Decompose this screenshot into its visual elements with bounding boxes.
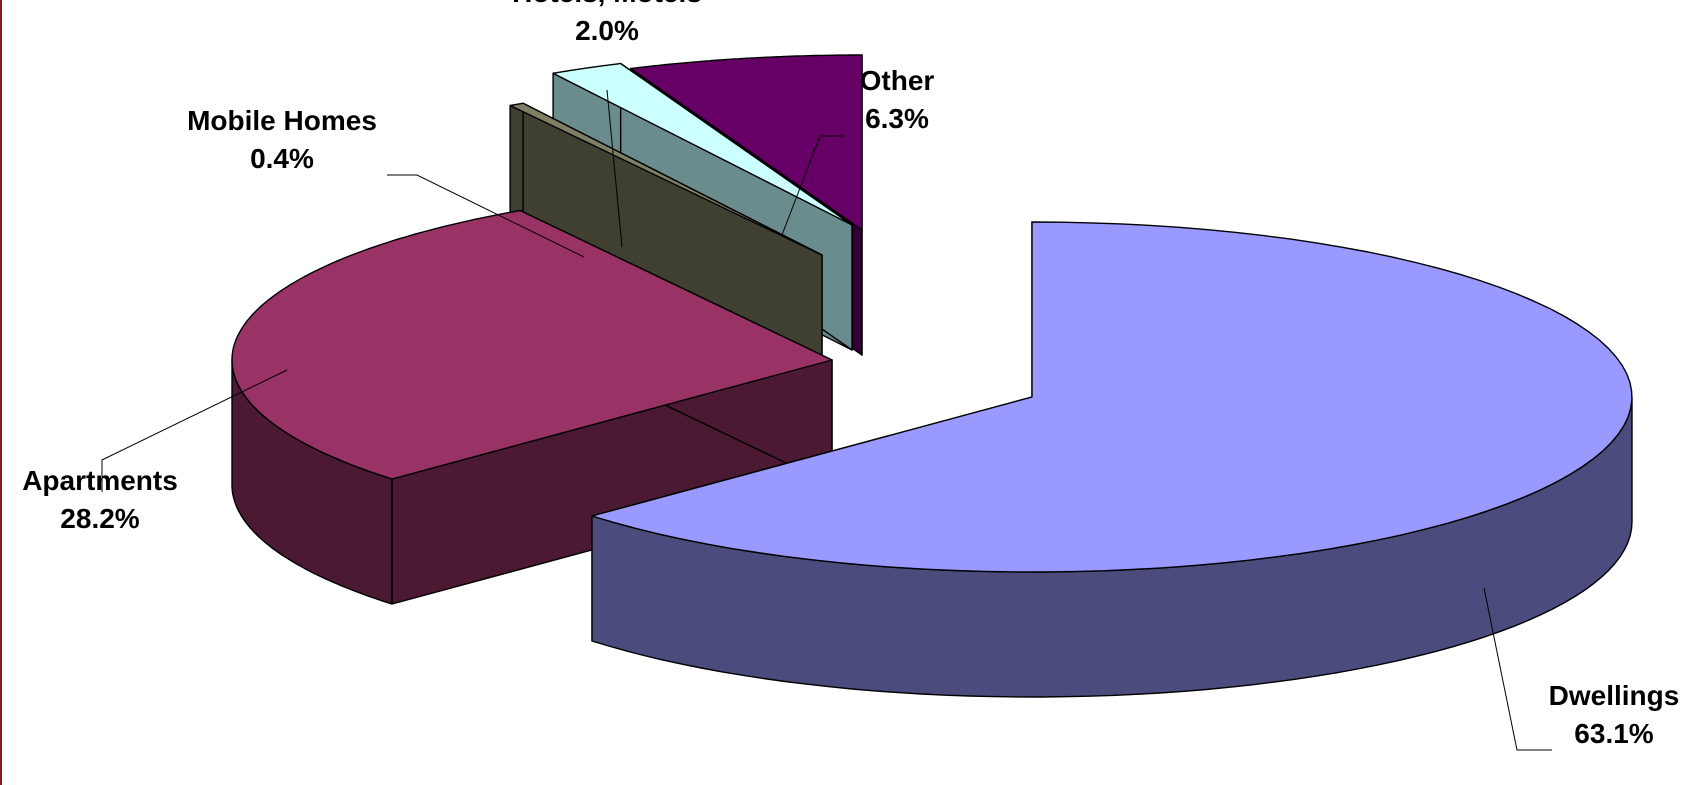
label-name-apartments: Apartments [22, 465, 178, 496]
label-name-hotels-motels: Hotels, Motels [512, 0, 702, 8]
label-value-apartments: 28.2% [60, 503, 139, 534]
label-value-dwellings: 63.1% [1574, 718, 1653, 749]
slice-top-dwellings [591, 221, 1633, 573]
slice-top-apartments [231, 209, 833, 480]
leader-dwellings [1483, 587, 1552, 751]
slice-dwellings [591, 221, 1633, 698]
leader-apartments [101, 369, 288, 492]
slice-top-mobile-homes [509, 102, 823, 256]
slice-top-hotels-motels [552, 62, 853, 226]
leader-lines-group [101, 89, 1552, 751]
label-value-hotels-motels: 2.0% [575, 15, 639, 46]
slices-group [231, 54, 1633, 698]
slice-mobile-homes [509, 102, 823, 381]
leader-other [781, 135, 844, 236]
label-value-mobile-homes: 0.4% [250, 143, 314, 174]
label-name-other: Other [860, 65, 935, 96]
label-name-mobile-homes: Mobile Homes [187, 105, 377, 136]
label-value-other: 6.3% [865, 103, 929, 134]
label-name-dwellings: Dwellings [1549, 680, 1680, 711]
labels-group: Other 6.3% Hotels, Motels 2.0% Mobile Homes 0… [22, 0, 1679, 749]
slice-top-other [629, 54, 863, 231]
leader-hotels-motels [606, 89, 623, 248]
leader-mobile-homes [387, 174, 585, 258]
slice-apartments [231, 209, 833, 605]
